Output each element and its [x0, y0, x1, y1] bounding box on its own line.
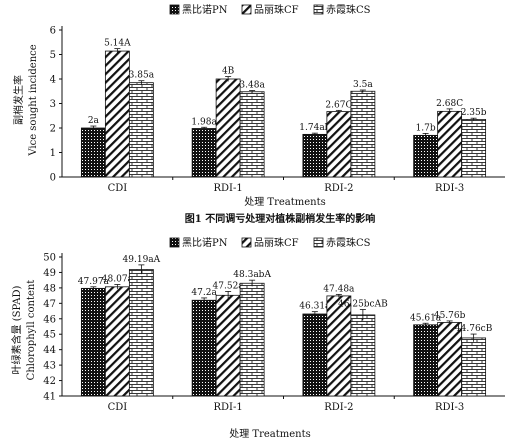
chart2-ytick-label: 50 — [43, 253, 56, 264]
chart2-bar — [80, 287, 106, 397]
chart1-bar — [104, 50, 130, 178]
chart2-bar — [128, 269, 154, 397]
chart2-data-label: 47.97a — [78, 277, 110, 287]
chart1-data-label: 5.14A — [104, 39, 131, 49]
chart1-ytick-label: 0 — [50, 173, 56, 184]
chart1-ylabel-en: Vice sought incidence — [28, 44, 39, 156]
chart1-bar — [413, 134, 439, 178]
chart2-bar — [191, 299, 217, 397]
chart2-legend-label: 赤霞珠CS — [326, 236, 371, 249]
chart2-legend-swatch — [313, 237, 324, 248]
chart2-ytick-label: 43 — [43, 361, 56, 372]
chart1-ytick-label: 6 — [50, 26, 56, 37]
chart2-ytick-label: 46 — [43, 314, 56, 325]
chart1-bar — [437, 110, 463, 178]
chart2-bar — [461, 337, 487, 397]
chart1-ytick-label: 1 — [50, 148, 56, 159]
chart1-plot: 0 1 2 3 4 5 6 2a 5.14A 3.85a CDI 1.98a 4B 3.48a RDI-1 1… — [50, 3, 505, 194]
chart2-ytick-label: 44 — [43, 345, 56, 356]
chart2-bar — [104, 286, 130, 397]
chart1-data-label: 2.67C — [325, 100, 352, 110]
chart1-category-label: RDI-1 — [214, 183, 243, 194]
fig1-caption: 图1 不同调亏处理对植株副梢发生率的影响 — [185, 212, 375, 225]
chart2-data-label: 48.3abA — [233, 270, 271, 280]
chart2-category-label: RDI-2 — [324, 402, 353, 413]
chart1-data-label: 1.74ab — [299, 123, 330, 133]
chart2-data-label: 45.61a — [410, 313, 442, 323]
chart2-xlabel: 处理 Treatments — [229, 428, 311, 440]
chart2-bar — [437, 322, 463, 397]
chart2-ytick-label: 49 — [43, 268, 56, 279]
chart2-data-label: 49.19aA — [123, 255, 161, 265]
chart2-bar — [413, 324, 439, 397]
chart2-ylabel-en: Chlorophyll content — [26, 280, 37, 381]
chart2-data-label: 45.76b — [434, 311, 466, 321]
chart2-data-label: 47.2a — [191, 288, 217, 298]
chart1-data-label: 4B — [222, 67, 235, 77]
chart1-legend-swatch — [169, 4, 180, 15]
chart1-bar — [215, 78, 241, 178]
chart1-bar — [302, 133, 328, 178]
chart1-bar — [80, 127, 106, 178]
chart2-category-label: RDI-1 — [214, 402, 243, 413]
chart2-data-label: 46.25bcAB — [338, 300, 388, 310]
chart1-data-label: 2a — [88, 116, 100, 126]
chart1-category-label: CDI — [108, 183, 128, 194]
chart1-legend-label: 品丽珠CF — [254, 3, 299, 16]
chart1-ylabel-cn: 副梢发生率 — [12, 75, 25, 125]
chart2-bar — [302, 313, 328, 397]
chart2-ytick-label: 42 — [43, 376, 56, 387]
chart1-data-label: 3.48a — [239, 81, 265, 91]
chart1-legend-swatch — [313, 4, 324, 15]
chart2-data-label: 46.31a — [299, 302, 331, 312]
chart1-data-label: 3.5a — [353, 80, 373, 90]
chart2-ytick-label: 48 — [43, 283, 56, 294]
chart2-data-label: 48.07a — [102, 274, 134, 284]
chart1-bar — [326, 111, 352, 178]
chart1-legend-label: 黑比诺PN — [182, 4, 228, 16]
chart1-legend-swatch — [241, 4, 252, 15]
chart1-ytick-label: 4 — [50, 75, 56, 86]
chart1-data-label: 1.98a — [191, 117, 217, 127]
chart1-ytick-label: 3 — [50, 99, 56, 110]
chart1-bar — [128, 82, 154, 178]
chart1-bar — [350, 90, 376, 178]
chart2-data-label: 47.48a — [323, 284, 355, 294]
chart1-category-label: RDI-3 — [435, 183, 464, 194]
chart2-ytick-label: 45 — [43, 330, 56, 341]
chart1-category-label: RDI-2 — [324, 183, 353, 194]
chart1-bar — [191, 128, 217, 178]
chart2-category-label: CDI — [108, 402, 128, 413]
chart2-ylabel-cn: 叶绿素含量 (SPAD) — [10, 285, 23, 374]
chart2-category-label: RDI-3 — [435, 402, 464, 413]
chart2-bar — [215, 294, 241, 397]
chart1-legend-label: 赤霞珠CS — [326, 3, 371, 16]
chart1-ytick-label: 5 — [50, 50, 56, 61]
chart2-legend-swatch — [169, 237, 180, 248]
chart2-bar — [239, 282, 265, 397]
chart2-legend-swatch — [241, 237, 252, 248]
chart2-data-label: 47.52a — [213, 281, 245, 291]
chart1-data-label: 2.68C — [436, 99, 463, 109]
chart1-data-label: 2.35b — [461, 108, 487, 118]
chart1-ytick-label: 2 — [50, 124, 56, 135]
chart1-bar — [461, 119, 487, 178]
chart2-bar — [326, 295, 352, 397]
chart1-data-label: 3.85a — [129, 71, 155, 81]
chart2-ytick-label: 47 — [43, 299, 56, 310]
chart2-data-label: 44.76cB — [455, 324, 493, 334]
chart2-ytick-label: 41 — [43, 392, 56, 403]
chart2-bar — [350, 314, 376, 397]
chart1-xlabel: 处理 Treatments — [244, 196, 326, 208]
chart2-legend-label: 黑比诺PN — [182, 237, 228, 249]
chart2-legend-label: 品丽珠CF — [254, 236, 299, 249]
chart1-bar — [239, 91, 265, 178]
chart1-data-label: 1.7b — [416, 123, 436, 133]
